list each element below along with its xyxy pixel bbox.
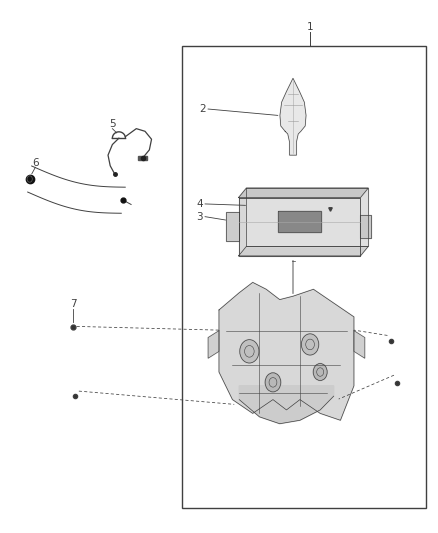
Polygon shape	[247, 188, 368, 246]
Text: 7: 7	[70, 298, 77, 309]
Polygon shape	[354, 330, 365, 358]
Polygon shape	[239, 198, 360, 256]
Circle shape	[301, 334, 319, 355]
Text: 2: 2	[199, 104, 206, 114]
Text: 4: 4	[196, 199, 203, 209]
Polygon shape	[219, 282, 354, 420]
Bar	[182, 46, 426, 508]
Text: 3: 3	[196, 212, 203, 222]
Polygon shape	[360, 215, 371, 238]
Polygon shape	[208, 330, 219, 358]
Polygon shape	[239, 246, 368, 256]
Polygon shape	[239, 188, 368, 198]
Polygon shape	[280, 78, 306, 155]
Polygon shape	[239, 386, 334, 424]
Text: 6: 6	[32, 158, 39, 168]
Circle shape	[265, 373, 281, 392]
Text: 5: 5	[109, 119, 116, 130]
Polygon shape	[278, 211, 321, 231]
Polygon shape	[226, 212, 239, 241]
Polygon shape	[138, 156, 147, 160]
Text: 1: 1	[307, 22, 314, 32]
Circle shape	[313, 364, 327, 381]
Circle shape	[240, 340, 259, 363]
